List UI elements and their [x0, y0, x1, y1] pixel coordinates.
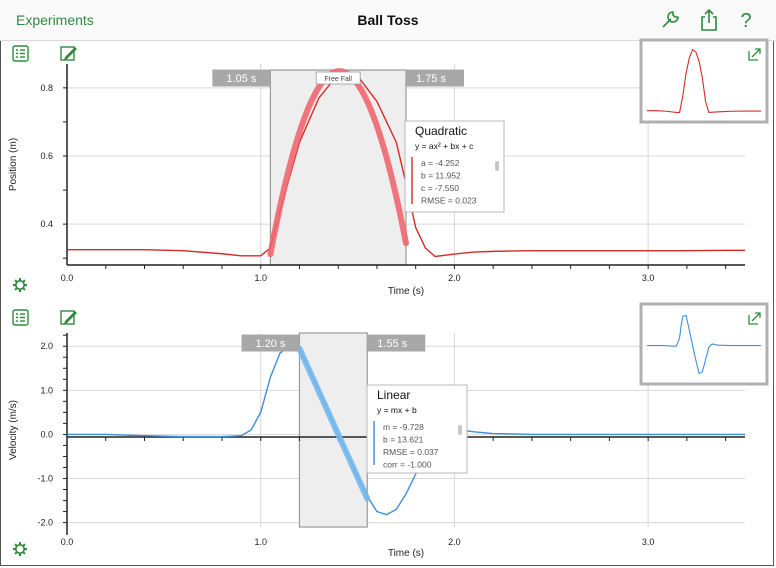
- gear-icon[interactable]: [13, 542, 27, 556]
- selection-end-label-text: 1.75 s: [416, 73, 446, 85]
- x-tick-label: 1.0: [254, 273, 267, 283]
- x-tick-label: 3.0: [642, 537, 655, 547]
- share-icon[interactable]: [697, 8, 721, 32]
- page-title: Ball Toss: [357, 12, 419, 28]
- expand-icon[interactable]: [748, 48, 761, 61]
- expand-icon-arrow: [751, 48, 761, 58]
- selection-end-label[interactable]: 1.75 s: [406, 69, 464, 87]
- help-button[interactable]: ?: [734, 8, 758, 32]
- experiments-back-link[interactable]: Experiments: [16, 12, 94, 28]
- fit-parameter: corr = -1.000: [383, 460, 432, 470]
- fit-box-scrollbar[interactable]: [495, 161, 499, 171]
- x-tick-label: 0.0: [61, 537, 74, 547]
- gear-icon-ring: [15, 544, 25, 554]
- fit-parameter: c = -7.550: [421, 183, 459, 193]
- help-icon: ?: [740, 10, 751, 32]
- fit-parameter: a = -4.252: [421, 158, 460, 168]
- y-tick-label: 0.0: [40, 429, 53, 439]
- y-tick-label: -2.0: [37, 518, 53, 528]
- y-tick-label: 0.8: [40, 83, 53, 93]
- region-name-text: Free Fall: [324, 76, 352, 83]
- selection-start-label[interactable]: 1.20 s: [241, 334, 300, 352]
- velocity-thumbnail[interactable]: [639, 302, 769, 386]
- y-tick-label: 0.6: [40, 151, 53, 161]
- thumbnail-frame: [639, 38, 769, 124]
- top-bar: Experiments Ball Toss ?: [0, 0, 776, 41]
- expand-icon-corner: [748, 315, 758, 325]
- x-tick-label: 0.0: [61, 273, 74, 283]
- list-icon-frame: [12, 309, 29, 326]
- list-icon[interactable]: [12, 45, 29, 62]
- selection-start-label-bg: [241, 334, 300, 352]
- x-tick-label: 3.0: [642, 273, 655, 283]
- y-tick-label: -1.0: [37, 474, 53, 484]
- thumbnail-frame: [639, 302, 769, 386]
- fit-parameter: RMSE = 0.023: [421, 196, 477, 206]
- quadratic-fit-box[interactable]: Quadratic y = ax² + bx + c a = -4.252 b = 1…: [404, 120, 505, 213]
- y-tick-label: 1.0: [40, 385, 53, 395]
- pencil-icon-frame: [60, 310, 75, 325]
- fit-parameter: b = 11.952: [421, 171, 461, 181]
- fit-name: Linear: [377, 388, 410, 402]
- velocity-series-line: [67, 346, 745, 516]
- x-axis-label: Time (s): [388, 286, 424, 297]
- expand-icon-corner: [748, 51, 758, 61]
- fit-equation: y = mx + b: [377, 405, 417, 415]
- expand-icon[interactable]: [748, 312, 761, 325]
- expand-icon-arrow: [751, 312, 761, 322]
- velocity-graph[interactable]: 2.0 1.0 0.0 -1.0 -2.0 0.0 1.0 2.0 3.0 Time (s) Vel…: [8, 302, 769, 559]
- list-icon-frame: [12, 45, 29, 62]
- pencil-icon[interactable]: [60, 46, 77, 61]
- x-tick-label: 1.0: [254, 537, 267, 547]
- gear-icon[interactable]: [13, 278, 27, 292]
- pencil-icon-frame: [60, 46, 75, 61]
- position-graph[interactable]: 0.4 0.6 0.8 0.0 1.0 2.0 3.0 Time (s) Position (m…: [8, 38, 769, 297]
- fit-box-frame: [366, 384, 468, 474]
- x-tick-label: 2.0: [448, 537, 461, 547]
- selection-end-label-bg: [406, 69, 464, 87]
- selection-start-label-bg: [212, 69, 271, 87]
- selection-end-label-text: 1.55 s: [377, 338, 407, 350]
- x-tick-label: 2.0: [448, 273, 461, 283]
- x-axis-label: Time (s): [388, 548, 424, 559]
- fit-equation: y = ax² + bx + c: [415, 141, 474, 151]
- linear-fit-box[interactable]: Linear y = mx + b m = -9.728 b = 13.621 RMSE…: [366, 384, 468, 474]
- selection-start-label-text: 1.05 s: [226, 73, 256, 85]
- position-thumbnail[interactable]: [639, 38, 769, 124]
- selection-start-label[interactable]: 1.05 s: [212, 69, 271, 87]
- pencil-icon-tip: [64, 47, 77, 60]
- gear-icon-ring: [15, 280, 25, 290]
- thumbnail-line: [647, 48, 761, 114]
- wrench-icon[interactable]: [658, 8, 682, 32]
- selection-end-label-bg: [367, 334, 426, 352]
- fit-box-frame: [404, 120, 505, 213]
- list-icon[interactable]: [12, 309, 29, 326]
- fit-parameter: b = 13.621: [383, 435, 424, 445]
- y-tick-label: 0.4: [40, 219, 53, 229]
- thumbnail-line: [647, 314, 761, 375]
- fit-name: Quadratic: [415, 124, 467, 138]
- linear-fit-curve: [296, 345, 371, 502]
- pencil-icon[interactable]: [60, 310, 77, 325]
- selection-end-label[interactable]: 1.55 s: [367, 334, 426, 352]
- pencil-icon-tip: [64, 311, 77, 324]
- quadratic-fit-curve: [267, 68, 409, 258]
- y-tick-label: 2.0: [40, 341, 53, 351]
- fit-box-scrollbar[interactable]: [458, 425, 462, 435]
- selection-start-label-text: 1.20 s: [255, 338, 285, 350]
- y-axis-label: Position (m): [8, 138, 19, 191]
- position-series-line: [67, 73, 745, 258]
- region-name-tag[interactable]: [315, 71, 361, 85]
- fit-parameter: RMSE = 0.037: [383, 447, 439, 457]
- fit-parameter: m = -9.728: [383, 422, 424, 432]
- y-axis-label: Velocity (m/s): [8, 400, 19, 460]
